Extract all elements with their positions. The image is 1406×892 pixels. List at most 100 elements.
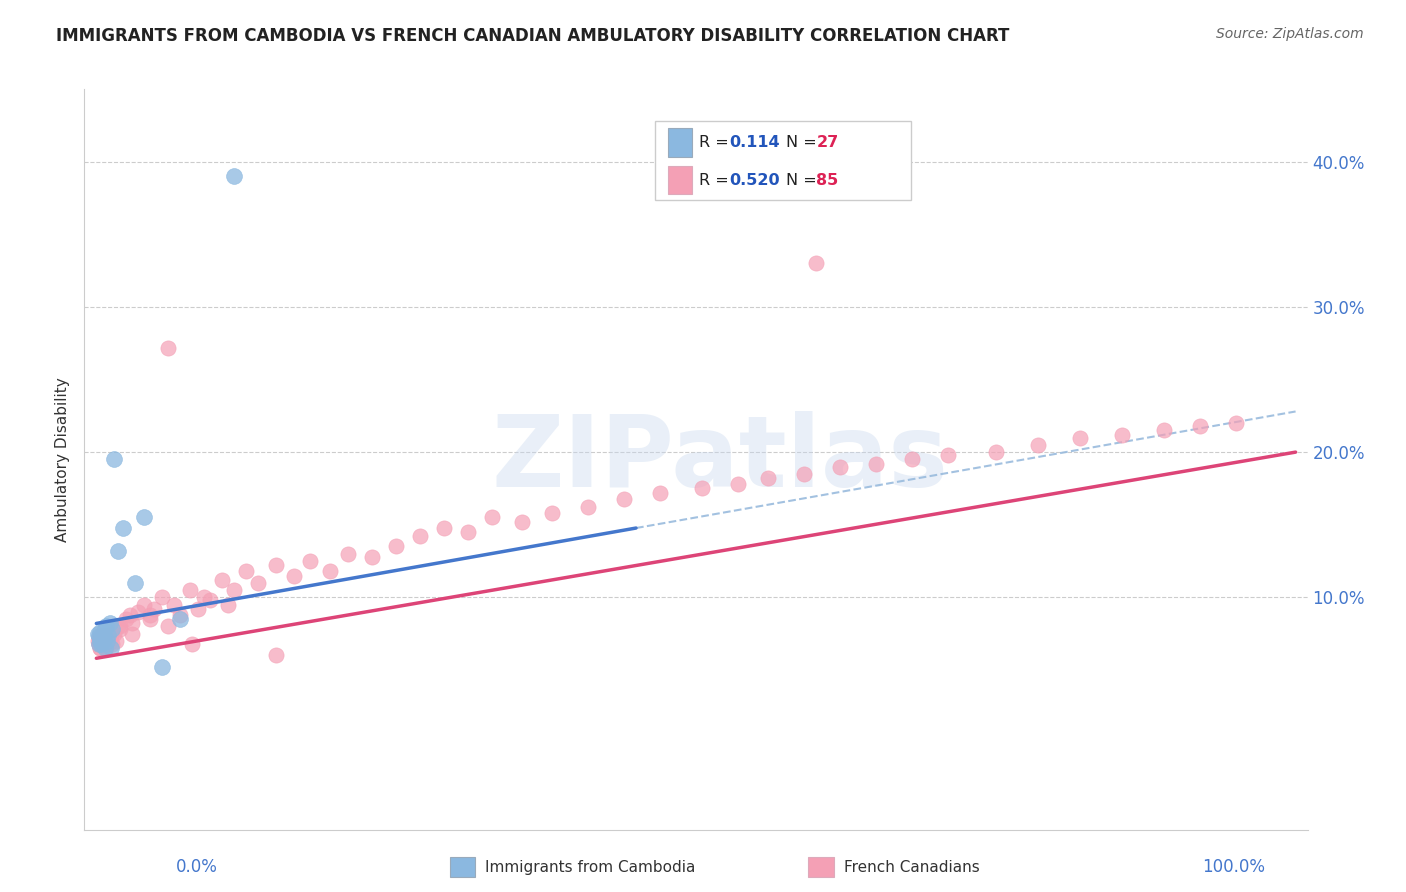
Point bbox=[169, 612, 191, 626]
Point bbox=[211, 573, 233, 587]
Point bbox=[283, 568, 305, 582]
Point bbox=[984, 445, 1007, 459]
Point bbox=[93, 637, 117, 651]
Text: N =: N = bbox=[786, 136, 823, 151]
Text: ZIPatlas: ZIPatlas bbox=[492, 411, 949, 508]
Point bbox=[385, 540, 408, 554]
Point bbox=[87, 631, 110, 645]
Point bbox=[97, 633, 120, 648]
Point bbox=[690, 482, 713, 496]
Point bbox=[93, 630, 117, 644]
Text: 0.0%: 0.0% bbox=[176, 858, 218, 876]
Point bbox=[87, 637, 110, 651]
Point bbox=[756, 471, 779, 485]
Text: 27: 27 bbox=[817, 136, 839, 151]
Point bbox=[510, 515, 533, 529]
Point bbox=[150, 660, 173, 674]
Point bbox=[100, 641, 122, 656]
Point bbox=[94, 619, 117, 633]
Point bbox=[179, 582, 201, 597]
Point bbox=[110, 619, 132, 633]
Point bbox=[150, 591, 173, 605]
Point bbox=[193, 591, 215, 605]
Point bbox=[224, 582, 246, 597]
Point bbox=[1153, 423, 1175, 437]
Point bbox=[409, 529, 432, 543]
Point bbox=[87, 637, 110, 651]
Point bbox=[121, 626, 143, 640]
Point bbox=[93, 630, 115, 644]
Point bbox=[793, 467, 815, 481]
Point bbox=[828, 459, 851, 474]
Point bbox=[1026, 438, 1049, 452]
Point bbox=[91, 628, 114, 642]
Point bbox=[110, 622, 132, 636]
Point bbox=[901, 452, 924, 467]
Point bbox=[235, 564, 257, 578]
Point bbox=[89, 641, 111, 656]
Point bbox=[91, 632, 114, 647]
Point bbox=[139, 607, 162, 622]
Point bbox=[104, 633, 127, 648]
Point bbox=[96, 633, 118, 648]
Point bbox=[107, 544, 129, 558]
Point bbox=[433, 520, 456, 534]
Text: R =: R = bbox=[699, 172, 734, 187]
Point bbox=[91, 628, 114, 642]
Point bbox=[163, 598, 186, 612]
Point bbox=[134, 598, 156, 612]
Point bbox=[87, 630, 110, 644]
Point bbox=[865, 457, 887, 471]
Point bbox=[157, 619, 180, 633]
Point bbox=[576, 500, 599, 515]
Point bbox=[157, 341, 180, 355]
Text: 100.0%: 100.0% bbox=[1202, 858, 1265, 876]
Point bbox=[264, 558, 287, 573]
Text: N =: N = bbox=[786, 172, 823, 187]
Text: 85: 85 bbox=[817, 172, 839, 187]
Text: IMMIGRANTS FROM CAMBODIA VS FRENCH CANADIAN AMBULATORY DISABILITY CORRELATION CH: IMMIGRANTS FROM CAMBODIA VS FRENCH CANAD… bbox=[56, 27, 1010, 45]
Text: Source: ZipAtlas.com: Source: ZipAtlas.com bbox=[1216, 27, 1364, 41]
Point bbox=[91, 635, 114, 649]
Point bbox=[121, 616, 143, 631]
Point bbox=[936, 448, 959, 462]
Point bbox=[98, 635, 121, 649]
Point bbox=[107, 619, 129, 633]
Text: French Canadians: French Canadians bbox=[844, 860, 980, 874]
Point bbox=[187, 602, 209, 616]
Point bbox=[100, 626, 122, 640]
Point bbox=[613, 491, 636, 506]
Point bbox=[111, 520, 134, 534]
Point bbox=[103, 452, 125, 467]
Point bbox=[90, 635, 112, 649]
Point bbox=[115, 612, 138, 626]
Y-axis label: Ambulatory Disability: Ambulatory Disability bbox=[55, 377, 70, 541]
Point bbox=[98, 616, 121, 631]
Point bbox=[90, 633, 112, 648]
Text: 0.114: 0.114 bbox=[730, 136, 780, 151]
Point bbox=[169, 607, 191, 622]
Point bbox=[89, 625, 111, 640]
Point bbox=[89, 641, 111, 656]
Point bbox=[118, 607, 141, 622]
Point bbox=[127, 605, 149, 619]
Point bbox=[139, 612, 162, 626]
Point bbox=[804, 256, 827, 270]
Point bbox=[103, 626, 125, 640]
Point bbox=[481, 510, 503, 524]
Point bbox=[264, 648, 287, 663]
Point bbox=[247, 575, 270, 590]
Point bbox=[94, 641, 117, 656]
Point bbox=[97, 628, 120, 642]
Point bbox=[93, 622, 117, 636]
Point bbox=[298, 554, 321, 568]
Point bbox=[87, 637, 110, 651]
Text: Immigrants from Cambodia: Immigrants from Cambodia bbox=[485, 860, 696, 874]
Point bbox=[86, 633, 108, 648]
Point bbox=[361, 549, 384, 564]
Point bbox=[90, 637, 112, 651]
Text: 0.520: 0.520 bbox=[730, 172, 780, 187]
Point bbox=[224, 169, 246, 184]
Point bbox=[142, 602, 165, 616]
Point bbox=[648, 485, 671, 500]
